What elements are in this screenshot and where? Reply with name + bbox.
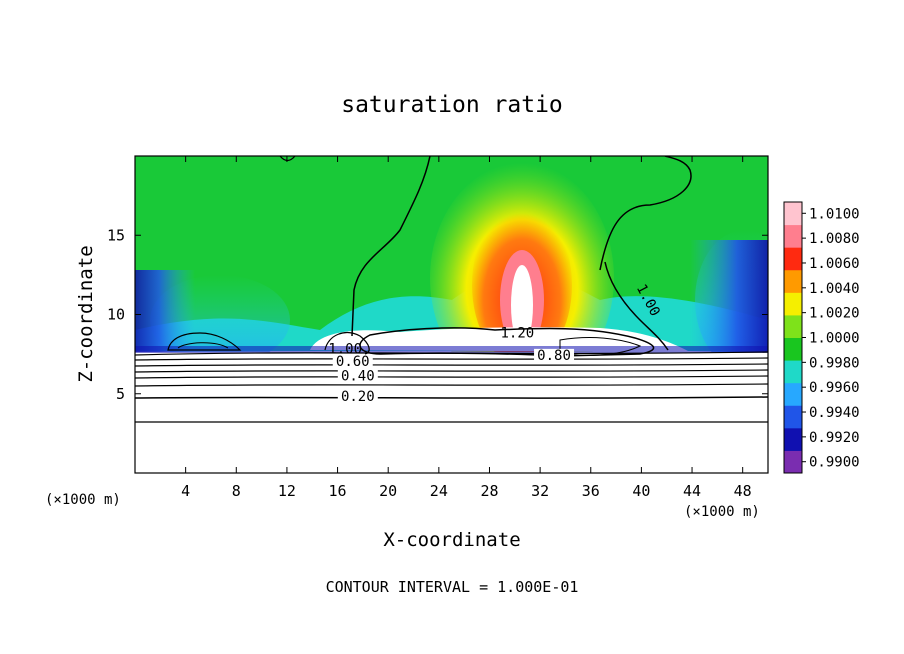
contour-label-text: 0.60 <box>336 354 370 370</box>
x-tick-label: 20 <box>379 482 397 500</box>
colorbar-level-label: 1.0100 <box>809 206 860 222</box>
x-tick-label: 32 <box>531 482 549 500</box>
colorbar-swatch <box>784 405 802 429</box>
colorbar-swatch <box>784 337 802 361</box>
contour-label-text: 1.00 <box>328 342 362 358</box>
contour-label-text: 1.20 <box>500 326 534 342</box>
contour-label-text: 0.80 <box>537 348 571 364</box>
contour-label: 1.20 <box>500 326 534 342</box>
colorbar-level-label: 1.0040 <box>809 281 860 297</box>
colorbar-swatch <box>784 427 802 451</box>
contour-label: 0.80 <box>534 348 575 364</box>
colorbar-level-label: 1.0060 <box>809 256 860 272</box>
colorbar-swatch <box>784 360 802 384</box>
contour-labels: 1.201.000.801.000.600.400.20 <box>328 282 663 405</box>
x-tick-label: 44 <box>683 482 701 500</box>
colorbar-swatch <box>784 450 802 474</box>
chart-title: saturation ratio <box>341 92 563 118</box>
colorbar-level-label: 0.9960 <box>809 380 860 396</box>
y-tick-label: 15 <box>107 226 125 244</box>
x-axis-label: X-coordinate <box>383 529 520 551</box>
x-tick-label: 16 <box>329 482 347 500</box>
x-unit-left: (×1000 m) <box>45 492 121 508</box>
contour-label-text: 0.20 <box>341 389 375 405</box>
colorbar-swatch <box>784 202 802 226</box>
colorbar-swatch <box>784 224 802 248</box>
colorbar-level-label: 0.9920 <box>809 430 860 446</box>
contour-lines <box>135 156 768 424</box>
colorbar-level-label: 1.0080 <box>809 231 860 247</box>
heatmap-field <box>135 156 768 473</box>
x-tick-label: 12 <box>278 482 296 500</box>
colorbar-swatch <box>784 382 802 406</box>
x-tick-label: 8 <box>232 482 241 500</box>
y-axis-label: Z-coordinate <box>75 245 97 382</box>
colorbar-level-label: 1.0020 <box>809 306 860 322</box>
x-tick-label: 4 <box>181 482 190 500</box>
y-tick-label: 5 <box>116 385 125 403</box>
contour-label: 0.60 <box>332 354 373 370</box>
contour-label: 0.40 <box>337 368 378 384</box>
colorbar-swatch <box>784 247 802 271</box>
y-axis: 5 10 15 <box>107 226 768 403</box>
colorbar-swatch <box>784 269 802 293</box>
colorbar: 0.9900 0.9920 0.9940 0.9960 0.9980 1.0000 1.00… <box>783 201 860 474</box>
x-tick-label: 28 <box>480 482 498 500</box>
x-tick-label: 36 <box>582 482 600 500</box>
contour-interval-note: CONTOUR INTERVAL = 1.000E-01 <box>326 578 579 596</box>
colorbar-level-label: 1.0000 <box>809 331 860 347</box>
contour-label-text: 0.40 <box>341 368 375 384</box>
x-tick-label: 40 <box>632 482 650 500</box>
x-axis: 4 8 12 16 20 24 28 32 36 40 44 48 <box>181 156 752 500</box>
x-tick-label: 24 <box>430 482 448 500</box>
x-unit-right: (×1000 m) <box>684 504 760 520</box>
y-tick-label: 10 <box>107 306 125 324</box>
colorbar-swatch <box>784 314 802 338</box>
contour-label: 1.00 <box>328 342 362 358</box>
colorbar-level-label: 0.9900 <box>809 455 860 471</box>
colorbar-swatch <box>784 292 802 316</box>
x-tick-label: 48 <box>734 482 752 500</box>
contour-label: 0.20 <box>337 389 378 405</box>
colorbar-level-label: 0.9940 <box>809 405 860 421</box>
colorbar-level-label: 0.9980 <box>809 355 860 371</box>
